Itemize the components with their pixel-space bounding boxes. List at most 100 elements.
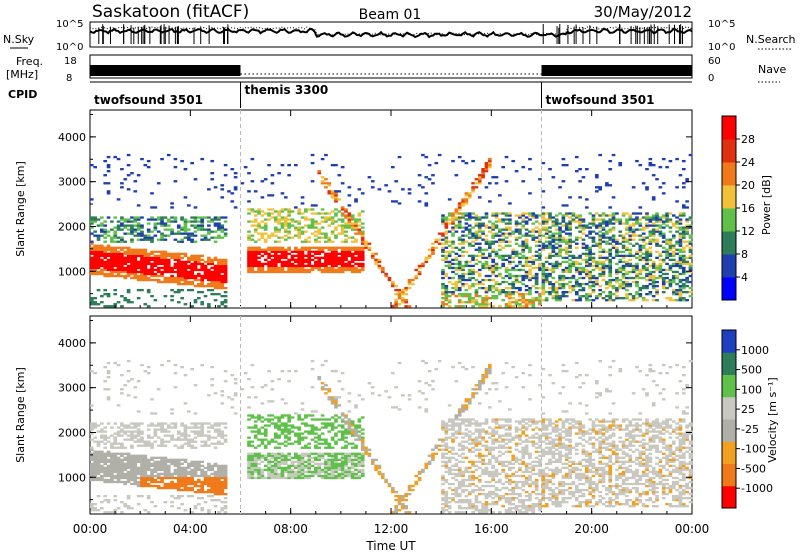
velocity-cell bbox=[113, 446, 118, 449]
power-cell bbox=[113, 262, 118, 266]
velocity-cell bbox=[160, 430, 164, 433]
power-cell bbox=[504, 155, 509, 159]
power-cell bbox=[501, 276, 506, 280]
power-cell bbox=[598, 188, 602, 191]
power-cell bbox=[461, 254, 465, 258]
power-cell bbox=[518, 214, 522, 217]
power-cell bbox=[126, 252, 131, 255]
power-cell bbox=[90, 222, 94, 225]
power-cell bbox=[140, 276, 144, 280]
velocity-cell bbox=[143, 462, 148, 466]
velocity-cell bbox=[146, 464, 151, 468]
velocity-cell bbox=[190, 482, 194, 486]
power-cell bbox=[447, 240, 452, 243]
power-cell bbox=[508, 297, 512, 300]
velocity-cell bbox=[90, 507, 94, 510]
velocity-cell bbox=[130, 458, 134, 461]
power-cell bbox=[441, 286, 445, 290]
power-cell bbox=[210, 236, 215, 239]
power-cell bbox=[441, 216, 445, 219]
power-cell bbox=[176, 288, 181, 292]
power-cell bbox=[668, 159, 673, 163]
power-cell bbox=[491, 176, 495, 179]
velocity-cell bbox=[270, 388, 275, 391]
power-cell bbox=[491, 212, 495, 215]
power-cell bbox=[197, 220, 201, 223]
power-cell bbox=[531, 258, 536, 262]
power-cell bbox=[90, 299, 94, 302]
power-cell bbox=[561, 220, 566, 223]
power-cell bbox=[558, 244, 562, 247]
power-cell bbox=[551, 284, 556, 288]
power-cell bbox=[327, 254, 332, 258]
velocity-cell bbox=[253, 462, 258, 466]
power-cell bbox=[605, 236, 609, 239]
power-cell bbox=[685, 262, 689, 266]
power-cell bbox=[344, 234, 348, 237]
power-cell bbox=[461, 292, 465, 296]
power-cell bbox=[273, 218, 278, 221]
velocity-cell bbox=[247, 462, 251, 466]
power-cell bbox=[263, 212, 268, 215]
velocity-cell bbox=[126, 424, 131, 427]
velocity-cell bbox=[106, 369, 111, 373]
power-cell bbox=[163, 270, 168, 274]
power-cell bbox=[598, 260, 602, 264]
velocity-cell bbox=[180, 488, 184, 492]
power-cell bbox=[444, 272, 449, 276]
power-cell bbox=[263, 238, 268, 241]
velocity-cell bbox=[173, 444, 178, 447]
power-cell bbox=[484, 216, 489, 219]
power-cell bbox=[491, 264, 495, 268]
power-cell bbox=[615, 278, 619, 282]
y-tick-label: 2000 bbox=[58, 220, 86, 233]
power-cell bbox=[671, 254, 676, 258]
velocity-cell bbox=[217, 432, 221, 435]
power-cell bbox=[568, 262, 572, 266]
power-cell bbox=[464, 202, 469, 205]
power-cell bbox=[608, 290, 613, 294]
power-cell bbox=[133, 250, 138, 253]
power-cell bbox=[578, 220, 582, 223]
velocity-cell bbox=[133, 386, 138, 389]
power-cell bbox=[521, 248, 526, 251]
power-cell bbox=[608, 292, 613, 296]
power-cell bbox=[584, 268, 589, 272]
power-cell bbox=[491, 295, 495, 298]
power-cell bbox=[330, 218, 335, 221]
power-cell bbox=[651, 264, 656, 268]
power-cell bbox=[153, 218, 158, 221]
power-cell bbox=[538, 254, 542, 258]
power-cell bbox=[548, 292, 552, 296]
velocity-cell bbox=[247, 470, 251, 474]
velocity-cell bbox=[126, 505, 131, 508]
power-cell bbox=[651, 234, 656, 237]
power-cell bbox=[638, 234, 643, 237]
power-cell bbox=[270, 254, 275, 258]
power-cell bbox=[645, 186, 649, 189]
power-cell bbox=[681, 286, 686, 290]
power-cell bbox=[608, 258, 613, 262]
beam-label: Beam 01 bbox=[359, 7, 422, 23]
velocity-cell bbox=[183, 438, 188, 441]
power-cell bbox=[501, 234, 506, 237]
power-cell bbox=[524, 262, 529, 266]
power-cell bbox=[307, 248, 312, 251]
power-cell bbox=[150, 206, 154, 209]
power-cell bbox=[558, 274, 562, 278]
power-cell bbox=[467, 299, 472, 302]
power-cell bbox=[250, 246, 255, 249]
power-cell bbox=[551, 262, 556, 266]
power-cell bbox=[110, 250, 114, 253]
power-cell bbox=[471, 284, 475, 288]
power-cell bbox=[588, 212, 592, 215]
velocity-cell bbox=[170, 486, 174, 490]
power-cell bbox=[641, 297, 646, 300]
power-cell bbox=[324, 252, 328, 255]
power-cell bbox=[113, 250, 118, 253]
velocity-cell bbox=[143, 509, 148, 512]
power-cell bbox=[464, 222, 469, 225]
power-cell bbox=[625, 280, 629, 284]
power-cell bbox=[213, 222, 218, 225]
velocity-cell bbox=[163, 501, 168, 504]
